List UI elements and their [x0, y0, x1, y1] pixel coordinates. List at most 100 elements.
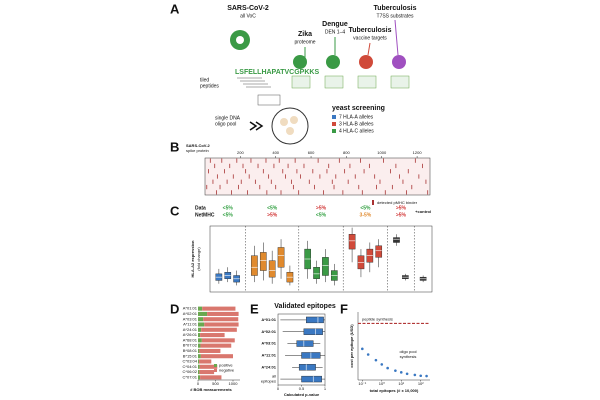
point: [405, 372, 409, 376]
category-label: C*03:04: [183, 359, 198, 364]
netmhc-threshold: <5%: [316, 212, 327, 218]
x-label: total epitopes (# x 10,000): [370, 388, 419, 393]
bar: [200, 333, 225, 338]
tick-label: 800: [343, 150, 350, 155]
legend-swatch: [332, 129, 336, 133]
legend-label: detected pMHC binder: [377, 200, 418, 205]
title: Validated epitopes: [274, 303, 336, 310]
tick-label: 1000: [229, 381, 239, 386]
netmhc-threshold: >5%: [267, 212, 278, 218]
annotation: peptide synthesis: [362, 316, 393, 321]
subtitle: all VoC: [240, 13, 256, 19]
bar: [200, 343, 232, 348]
title: Zika: [298, 31, 312, 38]
legend-label: negative: [219, 368, 235, 373]
box: [301, 375, 322, 383]
netmhc-threshold: <5%: [223, 212, 234, 218]
tick-label: 10²: [418, 381, 424, 386]
category-label: A*02:01: [183, 311, 198, 316]
title: Tuberculosis: [373, 5, 416, 12]
netmhc-threshold: >5%: [396, 212, 407, 218]
data-threshold: <5%: [267, 205, 278, 211]
bar: [198, 354, 201, 359]
tick-label: 0: [277, 386, 280, 391]
subtitle: DEN 1–4: [325, 29, 346, 35]
box: [322, 257, 329, 276]
plot-frame: [209, 225, 433, 293]
box: [375, 245, 383, 258]
data-threshold: >5%: [396, 205, 407, 211]
x-label: # BOB measurements: [190, 387, 232, 392]
arrow: [249, 121, 264, 131]
box: [348, 234, 356, 250]
category-label: A*24:01: [183, 327, 198, 332]
bar: [198, 327, 202, 332]
point: [394, 369, 397, 372]
row-label: NetMHC: [195, 212, 215, 218]
y-label: cost per epitope (USD): [349, 324, 354, 368]
box: [393, 237, 400, 243]
box: [303, 328, 323, 335]
data-threshold: <5%: [360, 205, 371, 211]
legend-swatch: [332, 115, 336, 119]
category-label: all: [272, 374, 276, 379]
data-threshold: >5%: [316, 205, 327, 211]
bar: [199, 364, 218, 369]
bar: [198, 359, 200, 364]
peptide-sequence: LSFELLHAPATVCGPKKS: [235, 69, 319, 76]
box: [298, 364, 316, 371]
category-label: A*11:01: [183, 322, 198, 327]
tick-label: 0.5: [299, 386, 305, 391]
legend-label: positive: [219, 363, 233, 368]
category-label: B*08:01: [183, 348, 198, 353]
bar: [198, 317, 204, 322]
panel-e: E Validated epitopes: [250, 301, 336, 316]
point: [419, 374, 423, 378]
point: [380, 363, 384, 366]
box: [277, 247, 285, 268]
tick-label: 1000: [377, 150, 387, 155]
box: [251, 255, 258, 276]
legend-swatch: [214, 364, 217, 367]
subtitle: spike protein: [186, 148, 209, 153]
category-label: A*03:01: [261, 341, 276, 346]
category-label: A*01:01: [183, 306, 198, 311]
annotation: synthesis: [400, 354, 417, 359]
legend-swatch: [372, 200, 374, 205]
panel-c: C Data NetMHC: [170, 203, 215, 218]
title: Tuberculosis: [348, 27, 391, 34]
subtitle: proteome: [294, 39, 315, 45]
bar: [198, 338, 202, 343]
bar: [199, 348, 221, 353]
bar: [201, 327, 237, 332]
legend-label: 3 HLA-B alleles: [339, 121, 374, 127]
category-label: A*26:01: [183, 332, 198, 337]
panel-a: A SARS-CoV-2 all VoC Zika proteome Dengu…: [170, 1, 417, 145]
pathogen-icons: [293, 19, 406, 69]
category-label: C*06:02: [183, 369, 198, 374]
petri-dish: [271, 107, 309, 145]
point: [374, 358, 378, 362]
category-label: A*03:01: [183, 316, 198, 321]
box: [313, 267, 320, 280]
peptide-boxes: [291, 75, 410, 89]
tick-label: 500: [212, 381, 219, 386]
panel-label: F: [340, 301, 348, 316]
y-label: HLA-A2 expression: [190, 240, 195, 277]
tick-label: 1200: [413, 150, 423, 155]
data-threshold: <5%: [223, 205, 234, 211]
label: single DNA: [215, 115, 241, 121]
point: [413, 373, 417, 377]
panel-label: D: [170, 301, 179, 316]
panel-label: A: [170, 1, 180, 16]
panel-label: E: [250, 301, 259, 316]
subtitle: T7SS substrates: [377, 13, 414, 19]
point: [361, 347, 364, 351]
bar: [198, 375, 201, 380]
bar: [199, 370, 215, 375]
title: SARS-CoV-2: [186, 143, 211, 148]
tick-label: 0: [197, 381, 200, 386]
panel-label: C: [170, 203, 180, 218]
label: yeast screening: [332, 105, 385, 112]
bar: [198, 311, 208, 316]
